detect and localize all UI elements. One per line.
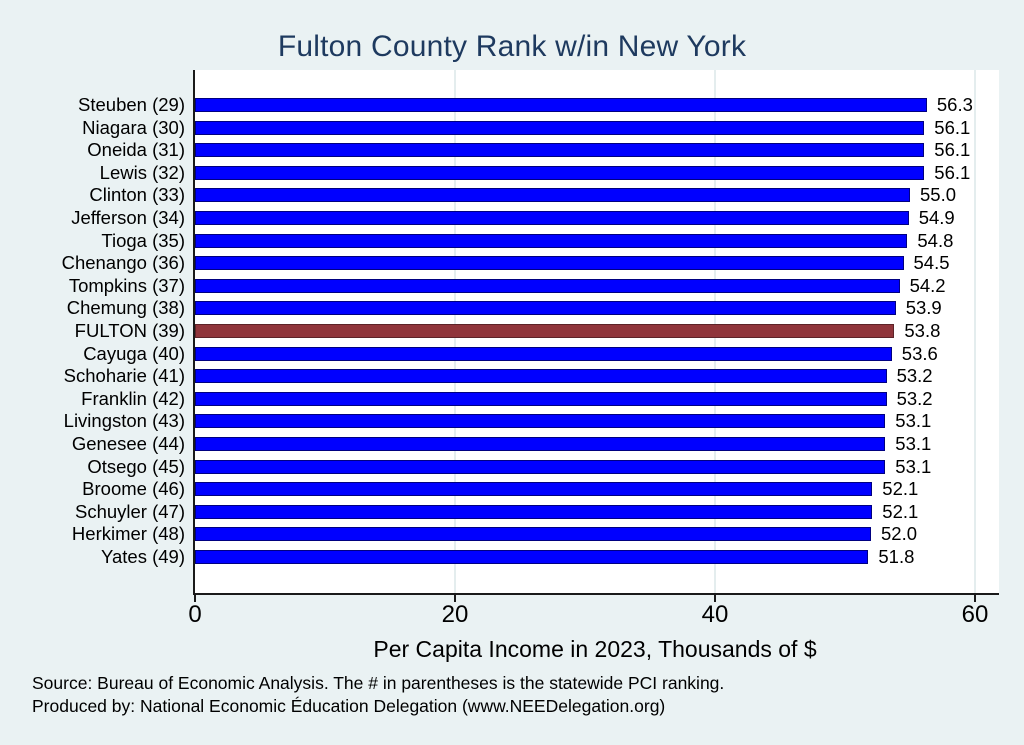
value-label: 51.8	[878, 546, 915, 567]
x-tick-mark	[454, 595, 456, 602]
category-label: Herkimer (48)	[71, 523, 185, 545]
category-label: Lewis (32)	[99, 161, 185, 183]
category-label: Clinton (33)	[89, 184, 185, 206]
category-label: Livingston (43)	[63, 410, 185, 432]
bar	[195, 278, 900, 293]
category-label: Franklin (42)	[81, 387, 185, 409]
bar	[195, 143, 925, 158]
value-label: 54.8	[917, 229, 954, 251]
x-tick-label: 20	[441, 601, 469, 628]
bar	[195, 459, 886, 474]
bar	[195, 233, 908, 248]
source-line: Source: Bureau of Economic Analysis. The…	[32, 673, 725, 693]
bar	[195, 165, 925, 180]
value-label: 54.2	[909, 274, 946, 296]
category-label: Tompkins (37)	[68, 274, 185, 296]
bar	[195, 527, 871, 542]
value-label: 53.1	[895, 410, 932, 432]
category-label: Genesee (44)	[71, 433, 185, 454]
bar	[195, 369, 887, 384]
value-label: 53.1	[895, 433, 932, 454]
value-label: 54.5	[913, 252, 950, 274]
value-label: 56.3	[936, 94, 973, 115]
value-label: 52.0	[881, 523, 918, 545]
category-label: Tioga (35)	[101, 229, 185, 251]
bar	[195, 98, 927, 112]
value-label: 55.0	[920, 184, 957, 206]
bar	[195, 550, 869, 564]
x-tick-label: 40	[701, 601, 729, 628]
source-note: Source: Bureau of Economic Analysis. The…	[32, 672, 992, 717]
bar	[195, 391, 887, 406]
value-label: 56.1	[934, 116, 971, 138]
bar-highlight-fulton	[195, 324, 895, 338]
value-label: 53.9	[905, 297, 942, 319]
y-axis-labels: Steuben (29) Niagara (30) Oneida (31) Lewis…	[0, 0, 185, 745]
x-tick-mark	[714, 595, 716, 602]
category-label: Schoharie (41)	[63, 365, 185, 387]
value-label: 53.1	[895, 455, 932, 477]
x-tick-label: 60	[961, 601, 989, 628]
bar	[195, 301, 896, 316]
bar	[195, 437, 886, 451]
bar	[195, 346, 892, 361]
category-label: Otsego (45)	[87, 455, 185, 477]
category-label: Broome (46)	[82, 478, 185, 500]
plot-area: 56.3 56.1 56.1 56.1 55.0 54.9 54.8 54.5 54.2 53.9…	[193, 70, 999, 595]
bar	[195, 414, 886, 429]
x-axis-title: Per Capita Income in 2023, Thousands of …	[373, 636, 817, 662]
x-tick-mark	[974, 595, 976, 602]
chart-title: Fulton County Rank w/in New York	[277, 30, 747, 63]
category-label: Jefferson (34)	[71, 207, 185, 228]
value-label: 53.2	[896, 365, 933, 387]
gridline	[974, 70, 976, 593]
x-tick-mark	[194, 595, 196, 602]
category-label: Niagara (30)	[82, 116, 185, 138]
category-label: Steuben (29)	[78, 94, 185, 115]
value-label: 56.1	[934, 161, 971, 183]
value-label: 56.1	[934, 139, 971, 161]
bar	[195, 482, 873, 497]
value-label: 53.8	[904, 320, 941, 341]
category-label: Cayuga (40)	[83, 342, 185, 364]
bar	[195, 504, 873, 519]
produced-by-line: Produced by: National Economic Éducation…	[32, 695, 666, 716]
category-label: Chemung (38)	[66, 297, 185, 319]
value-label: 54.9	[918, 207, 955, 228]
value-label: 52.1	[882, 500, 919, 522]
category-label: Yates (49)	[101, 546, 185, 567]
bar	[195, 120, 925, 135]
bar	[195, 188, 910, 203]
category-label: Oneida (31)	[87, 139, 185, 161]
category-label: Chenango (36)	[61, 252, 185, 274]
bar	[195, 256, 904, 271]
bar	[195, 211, 909, 225]
category-label: Schuyler (47)	[74, 500, 185, 522]
category-label: FULTON (39)	[74, 320, 185, 341]
value-label: 52.1	[882, 478, 919, 500]
value-label: 53.6	[901, 342, 938, 364]
value-label: 53.2	[896, 387, 933, 409]
